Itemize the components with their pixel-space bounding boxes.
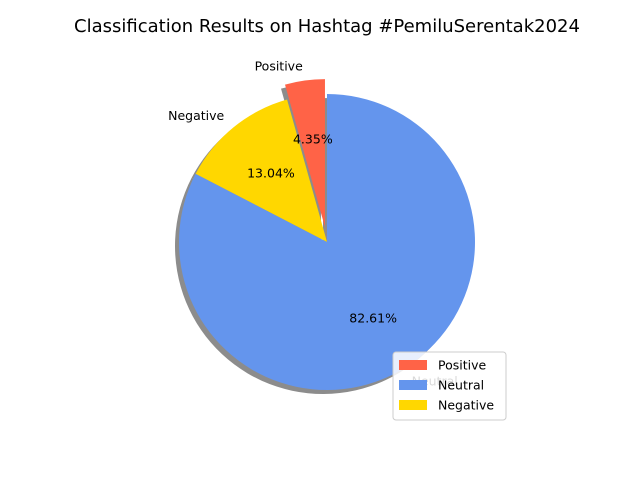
slice-pct-positive: 4.35% [293,132,333,147]
legend-entries: Positive Neutral Negative [399,358,494,413]
legend-label-neutral: Neutral [438,378,484,393]
slice-pct-neutral: 82.61% [349,310,397,325]
legend-label-positive: Positive [438,358,486,373]
pie-slice-negative [195,99,327,242]
chart-title: Classification Results on Hashtag #Pemil… [74,16,580,37]
legend-label-negative: Negative [438,398,494,413]
legend: Positive Neutral Negative [392,351,507,421]
legend-swatch-positive [399,360,427,370]
legend-swatch-neutral [399,380,427,390]
pie-slice-neutral [179,94,476,390]
slice-label-positive: Positive [255,58,303,73]
pie-slice-positive [285,79,325,228]
pie-slices [179,79,476,390]
slice-pct-negative: 13.04% [247,166,295,181]
slice-label-negative: Negative [168,108,224,123]
legend-swatch-negative [399,400,427,410]
